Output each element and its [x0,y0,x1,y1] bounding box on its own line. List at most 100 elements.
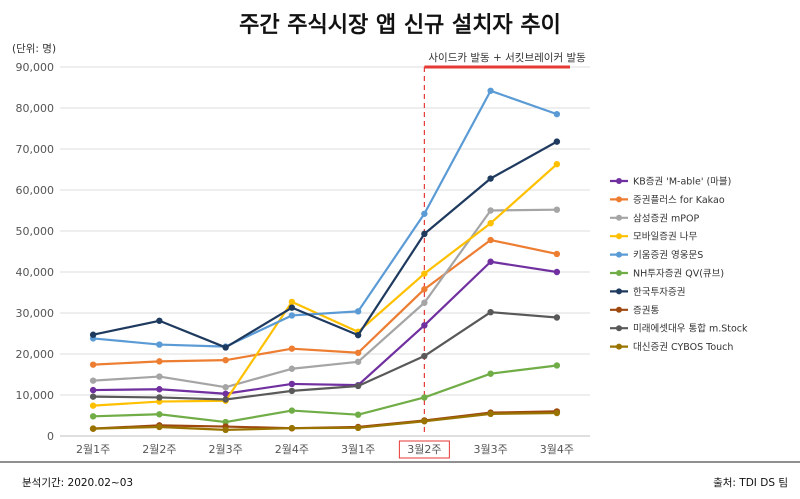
legend-swatch-marker [616,178,622,184]
data-point [156,358,163,365]
series-line [93,411,557,431]
data-point [156,423,163,431]
legend-swatch-marker [616,288,622,295]
legend-swatch-marker [616,343,622,350]
data-point [553,250,561,258]
data-point [156,386,163,393]
series [89,236,561,368]
x-tick-label: 3월4주 [540,443,574,456]
data-point [89,386,97,394]
series-line [93,208,557,389]
data-point [156,411,163,418]
data-point [487,258,494,265]
y-tick-label: 20,000 [16,348,55,361]
x-tick-label: 3월2주 [407,443,441,456]
legend-swatch-marker [616,233,622,240]
data-point [487,220,494,227]
data-point [354,382,362,390]
data-point [288,407,296,414]
x-tick-label: 2월4주 [275,443,309,456]
data-point [421,299,428,306]
x-axis-ticks: 2월1주 2월2주 2월3주 2월4주 3월1주 3월2주 3월3주 3월4주 [76,443,574,456]
data-point [487,207,494,214]
series [89,87,561,350]
highlighted-category-box [398,440,450,459]
legend-swatch-marker [616,325,622,332]
data-point [222,384,229,391]
legend-label: 키움증권 영웅문S [633,249,703,261]
data-point [553,268,561,276]
data-point [222,418,229,426]
legend-swatch-marker [616,306,622,313]
legend-swatch-marker [616,270,622,276]
legend-label: 증권플러스 for Kakao [633,194,725,206]
data-point [487,87,494,94]
data-point [354,331,362,339]
data-point [288,365,296,372]
data-point [487,370,494,377]
data-point [487,175,494,182]
analysis-period: 분석기간: 2020.02~03 [22,477,133,489]
series-line [93,163,558,407]
data-point [354,424,362,431]
y-tick-label: 90,000 [16,61,55,74]
legend-label: KB증권 'M-able' (마블) [633,176,731,188]
series-layer [89,87,561,434]
series-line [93,260,558,395]
data-point [421,210,428,217]
data-point [89,413,97,420]
data-point [553,160,561,168]
legend-swatch-marker [616,251,622,258]
y-tick-label: 60,000 [16,184,55,197]
x-tick-label: 2월3주 [209,443,243,456]
series [89,138,561,351]
series-line [93,364,558,424]
data-point [421,394,428,401]
data-point [553,314,561,321]
series [89,308,561,403]
event-annotation-text: 사이드카 발동 + 서킷브레이커 발동 [428,52,586,64]
data-point [553,110,561,118]
data-point [487,236,494,244]
series [89,362,561,426]
data-point [354,358,362,365]
data-point [156,341,163,348]
data-point [89,402,97,409]
gridlines [60,66,590,396]
data-point [156,317,163,324]
data-point [487,410,494,418]
data-point [553,362,561,369]
data-point [288,304,296,311]
data-point [421,286,428,293]
y-tick-label: 10,000 [16,389,55,402]
data-point [553,138,561,145]
source-credit: 출처: TDI DS 팀 [713,477,788,489]
y-tick-label: 0 [47,430,54,443]
data-point [354,349,362,356]
data-point [487,308,494,316]
legend-label: 모바일증권 나무 [633,231,697,243]
data-point [89,393,97,400]
series-line [93,311,557,401]
data-point [288,345,296,352]
data-point [421,270,428,277]
data-point [222,344,229,351]
legend-label: 미래에셋대우 통합 m.Stock [633,324,748,335]
legend-swatch-marker [616,196,622,203]
data-point [553,409,561,417]
series-line [93,89,558,348]
data-point [354,308,362,315]
chart-title: 주간 주식시장 앱 신규 설치자 추이 [239,13,561,38]
data-point [421,352,428,360]
y-tick-label: 80,000 [16,102,55,115]
data-point [222,426,229,434]
data-point [553,206,561,213]
unit-label: (단위: 명) [12,42,56,55]
data-point [288,298,296,306]
y-tick-label: 30,000 [16,307,55,320]
x-tick-label: 2월1주 [76,443,110,456]
data-point [288,380,296,388]
data-point [156,373,163,380]
y-axis-ticks: 0 10,000 20,000 30,000 40,000 50,000 60,000 70,… [16,61,55,443]
